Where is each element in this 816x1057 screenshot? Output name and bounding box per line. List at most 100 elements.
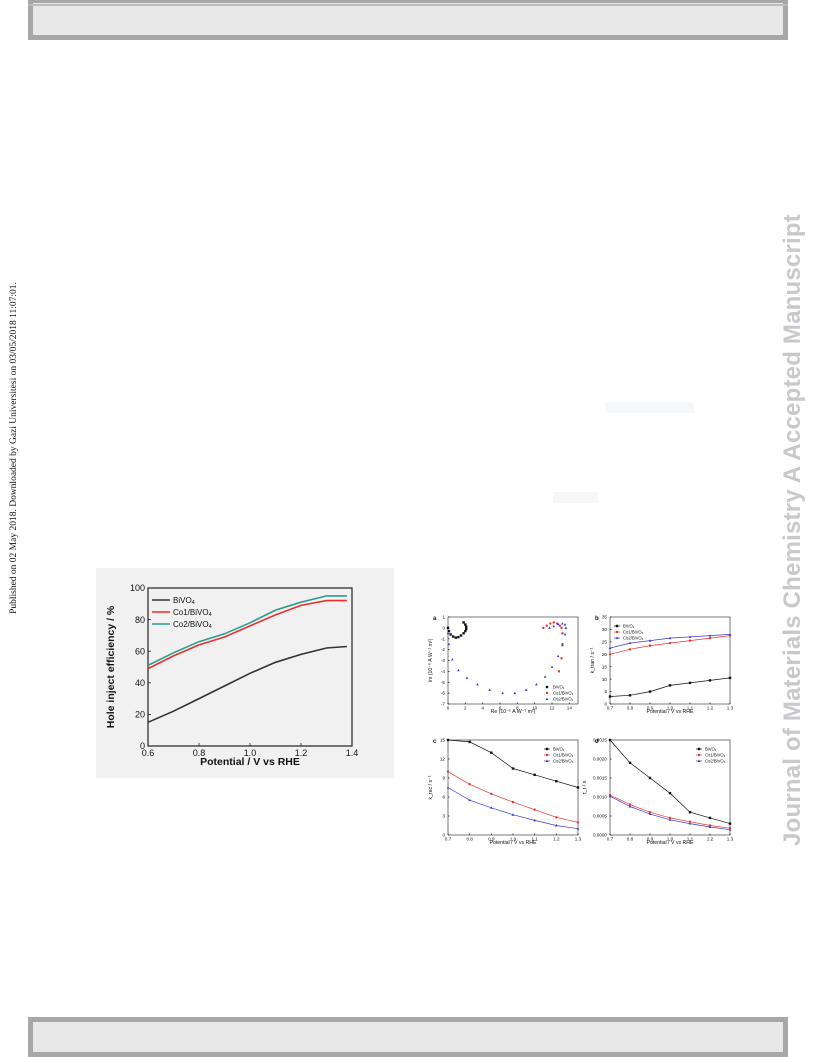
legend-label: Co2/BiVO4 — [553, 696, 574, 702]
legend-label: Co1/BiVO4 — [623, 629, 644, 635]
data-point — [708, 634, 712, 637]
data-point — [446, 626, 450, 630]
chart-group: 0.7 0.8 0.9 1.0 1.1 1.2 1.3 0 3 6 9 12 15 Potential /… — [428, 738, 582, 847]
data-point — [608, 695, 612, 698]
legend-label: BiVO4 — [553, 684, 565, 690]
legend-label: Co1/BiVO4 — [705, 752, 726, 758]
y-tick-label: 9 — [442, 776, 445, 781]
data-point — [688, 822, 692, 825]
series-bivo4 — [446, 621, 468, 639]
data-point — [555, 824, 558, 827]
y-tick-label: -4 — [441, 669, 446, 674]
legend-label: Co2/BiVO4 — [623, 635, 644, 641]
data-point — [468, 783, 471, 786]
data-point — [457, 668, 460, 672]
faded-block — [606, 402, 694, 413]
x-tick-label: 0.6 — [142, 748, 155, 758]
data-point — [648, 644, 652, 647]
y-axis-label: k_rec / s⁻¹ — [428, 775, 434, 799]
legend-label: BiVO4 — [705, 746, 717, 752]
data-point — [555, 816, 558, 819]
x-tick-label: 1.3 — [727, 706, 734, 711]
y-tick-label: 60 — [135, 646, 145, 656]
y-tick-label: 100 — [130, 583, 145, 593]
data-point — [697, 759, 701, 762]
data-point — [558, 624, 561, 627]
y-tick-label: 20 — [135, 710, 145, 720]
data-point — [447, 642, 451, 646]
legend-label: BiVO4 — [173, 596, 195, 606]
data-point — [560, 657, 563, 660]
y-tick-label: 10 — [602, 677, 608, 682]
data-point — [464, 629, 467, 633]
y-tick-label: 5 — [604, 689, 607, 694]
data-point — [501, 691, 504, 695]
data-point — [688, 635, 692, 638]
data-point — [708, 824, 712, 827]
publication-note-text: Published on 02 May 2018. Downloaded by … — [9, 282, 19, 614]
data-point — [628, 641, 632, 645]
data-point — [556, 654, 560, 658]
y-tick-label: 12 — [440, 757, 446, 762]
data-point — [688, 681, 692, 685]
series-line — [147, 595, 347, 667]
data-point — [688, 811, 692, 814]
data-point — [628, 761, 632, 764]
x-axis-label: Potential / V vs RHE — [200, 756, 300, 768]
y-tick-label: -1 — [441, 636, 446, 641]
data-point — [628, 694, 632, 697]
series-co2-bivo4 — [446, 786, 580, 830]
data-point — [697, 753, 701, 757]
x-tick-label: 0.9 — [647, 706, 654, 711]
x-tick-label: 0.7 — [607, 706, 614, 711]
x-tick-label: 1.2 — [707, 706, 714, 711]
x-tick-label: 0.9 — [647, 837, 654, 842]
data-point — [628, 803, 632, 806]
x-tick-label: 1.2 — [707, 837, 714, 842]
data-point — [545, 691, 549, 695]
x-tick-label: 0.8 — [466, 837, 473, 842]
data-point — [462, 621, 465, 624]
data-point — [648, 776, 652, 780]
y-tick-label: 40 — [135, 678, 145, 688]
y-tick-label: 0.0015 — [593, 776, 607, 781]
y-tick-label: 0 — [140, 741, 145, 751]
data-point — [556, 622, 560, 626]
data-point — [446, 631, 450, 635]
data-point — [459, 634, 463, 637]
data-point — [524, 688, 528, 691]
faded-block — [553, 492, 598, 503]
footer-bar — [28, 1017, 788, 1057]
data-point — [561, 622, 564, 625]
data-point — [452, 635, 455, 638]
panel-label: b — [595, 616, 599, 622]
data-point — [446, 770, 450, 773]
data-point — [560, 626, 563, 630]
x-tick-label: 1.1 — [531, 837, 538, 842]
legend-label: Co2/BiVO4 — [553, 758, 574, 764]
journal-watermark-text: Journal of Materials Chemistry A Accepte… — [779, 214, 806, 846]
y-tick-label: 15 — [440, 738, 446, 743]
y-tick-label: 0.0020 — [593, 757, 607, 762]
data-point — [615, 630, 619, 634]
data-point — [648, 812, 652, 816]
chart-group: 0.6 0.8 1.0 1.2 1.4 0 20 40 60 80 100 Potential / V… — [105, 583, 358, 768]
series-bivo4 — [446, 738, 580, 789]
data-point — [648, 639, 652, 642]
data-point — [542, 626, 545, 630]
series-line — [147, 645, 347, 724]
x-tick-label: 4 — [481, 706, 484, 711]
data-point — [668, 641, 672, 645]
data-point — [668, 816, 672, 820]
x-tick-label: 8 — [516, 706, 519, 711]
publication-note: Published on 02 May 2018. Downloaded by … — [0, 0, 28, 1056]
data-point — [563, 632, 567, 636]
data-point — [451, 657, 454, 661]
y-axis-label: Im (10⁻⁶ A W⁻¹ m²) — [428, 638, 434, 682]
x-tick-label: 1.4 — [346, 748, 359, 758]
data-point — [468, 798, 471, 802]
data-point — [728, 822, 732, 825]
